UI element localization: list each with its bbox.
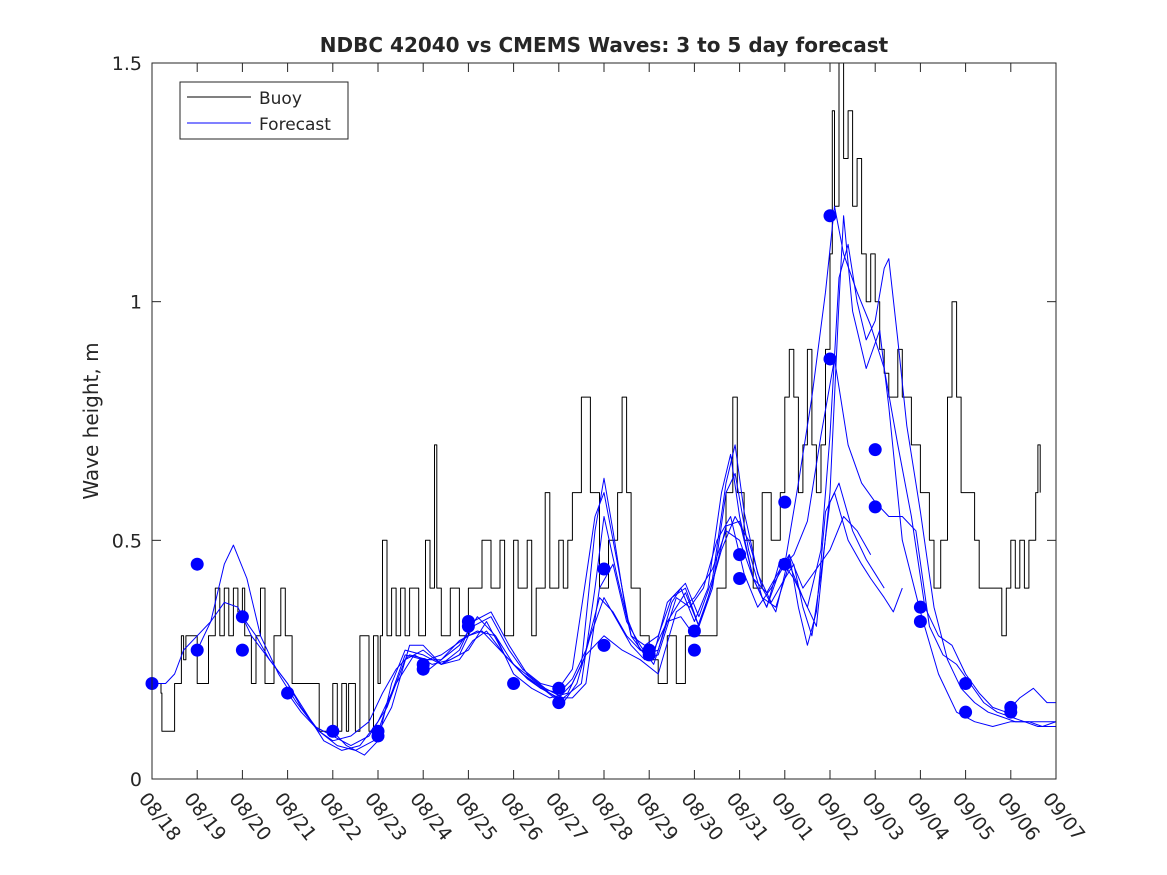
forecast-marker-6 (326, 724, 340, 738)
x-tick-label: 08/19 (179, 789, 230, 846)
x-tick-label: 08/25 (450, 789, 501, 846)
x-tick-label: 08/31 (722, 789, 773, 846)
x-tick-label: 08/26 (496, 789, 547, 846)
series-line-forecast-6 (377, 205, 1056, 732)
x-tick-label: 09/05 (948, 789, 999, 846)
forecast-marker-5 (281, 686, 295, 700)
x-tick-label: 08/29 (631, 789, 682, 846)
plot-background (152, 63, 1056, 779)
legend-label-forecast: Forecast (259, 115, 331, 135)
x-tick-label: 09/04 (902, 789, 953, 846)
forecast-marker-27 (823, 352, 837, 366)
legend-box (179, 81, 349, 140)
forecast-marker-4 (235, 643, 249, 657)
x-tick-label: 08/18 (134, 789, 185, 846)
forecast-marker-3 (235, 610, 249, 624)
series-line-forecast-5 (332, 243, 1056, 756)
forecast-marker-35 (1004, 705, 1018, 719)
y-tick-label: 0.5 (112, 530, 142, 552)
forecast-marker-12 (461, 619, 475, 633)
series-line-forecast-7 (422, 358, 1056, 727)
x-tick-label: 08/28 (586, 789, 637, 846)
forecast-marker-19 (642, 648, 656, 662)
x-tick-label: 08/22 (315, 789, 366, 846)
x-tick-label: 09/02 (812, 789, 863, 846)
x-tick-label: 08/30 (676, 789, 727, 846)
x-tick-label: 08/24 (405, 789, 456, 846)
forecast-marker-14 (552, 681, 566, 695)
legend-label-buoy: Buoy (259, 89, 302, 109)
chart-title: NDBC 42040 vs CMEMS Waves: 3 to 5 day fo… (320, 33, 889, 57)
forecast-marker-17 (597, 638, 611, 652)
forecast-marker-24 (778, 495, 792, 509)
forecast-marker-15 (552, 696, 566, 710)
forecast-marker-8 (371, 729, 385, 743)
x-tick-label: 08/20 (224, 789, 275, 846)
forecast-marker-23 (733, 572, 747, 586)
forecast-marker-33 (959, 705, 973, 719)
forecast-marker-29 (868, 500, 882, 514)
y-tick-label: 1.5 (112, 53, 142, 75)
legend: Buoy Forecast (179, 81, 349, 140)
x-tick-label: 08/27 (541, 789, 592, 846)
x-tick-label: 08/23 (360, 789, 411, 846)
forecast-marker-10 (416, 662, 430, 676)
forecast-marker-28 (868, 443, 882, 457)
forecast-marker-25 (778, 557, 792, 571)
forecast-marker-30 (913, 600, 927, 614)
y-tick-label: 0 (130, 769, 142, 791)
forecast-marker-31 (913, 614, 927, 628)
forecast-marker-26 (823, 209, 837, 223)
forecast-marker-20 (687, 624, 701, 638)
x-tick-label: 09/03 (857, 789, 908, 846)
forecast-marker-1 (190, 643, 204, 657)
x-tick-label: 08/21 (270, 789, 321, 846)
forecast-marker-13 (507, 677, 521, 691)
x-tick-label: 09/07 (1038, 789, 1089, 846)
forecast-marker-21 (687, 643, 701, 657)
marker-layer (145, 209, 1018, 743)
forecast-marker-16 (597, 562, 611, 576)
x-tick-label: 09/01 (767, 789, 818, 846)
y-tick-label: 1 (130, 292, 142, 314)
y-axis-label: Wave height, m (79, 342, 103, 499)
x-tick-label: 09/06 (993, 789, 1044, 846)
forecast-marker-22 (733, 548, 747, 562)
series-line-buoy-0 (158, 63, 1041, 732)
forecast-marker-32 (959, 677, 973, 691)
forecast-marker-2 (190, 557, 204, 571)
